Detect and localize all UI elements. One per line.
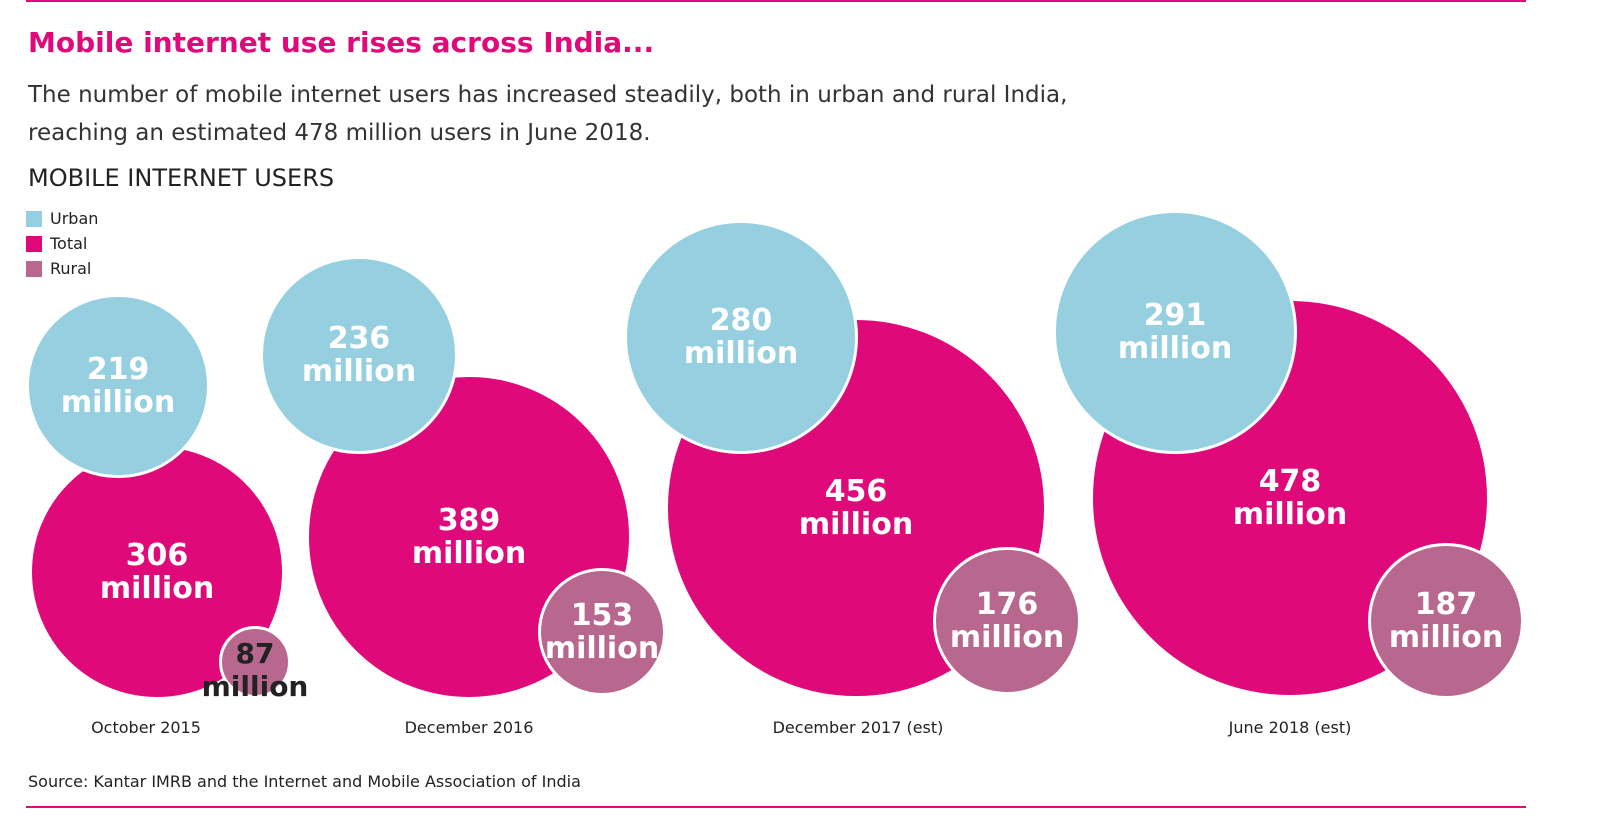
data-label: 176 million	[949, 587, 1065, 655]
legend-swatch	[26, 261, 42, 277]
legend-item: Total	[26, 234, 87, 254]
data-label: 478 million	[1232, 464, 1348, 532]
data-label: 291 million	[1117, 298, 1233, 366]
bubble	[1367, 542, 1525, 700]
bubble	[623, 219, 859, 455]
data-label: 187 million	[1388, 587, 1504, 655]
x-category-label: December 2017 (est)	[772, 718, 944, 737]
chart-heading: MOBILE INTERNET USERS	[28, 164, 335, 192]
data-label: 389 million	[411, 503, 527, 571]
bottom-rule	[26, 806, 1526, 808]
bubble	[538, 568, 666, 696]
x-category-label: June 2018 (est)	[1228, 718, 1352, 737]
data-label: 456 million	[798, 474, 914, 542]
source-note: Source: Kantar IMRB and the Internet and…	[28, 772, 581, 791]
bubble	[260, 256, 458, 454]
bubble	[218, 625, 292, 699]
legend-item: Urban	[26, 209, 98, 229]
data-label: 306 million	[99, 538, 215, 606]
bubble	[26, 294, 210, 478]
top-rule	[26, 0, 1526, 2]
legend-swatch	[26, 211, 42, 227]
chart-title: Mobile internet use rises across India..…	[28, 26, 655, 59]
bubble	[1053, 210, 1297, 454]
data-label: 280 million	[683, 303, 799, 371]
data-label: 219 million	[60, 352, 176, 420]
data-label: 87 million	[201, 637, 309, 703]
data-label: 236 million	[301, 321, 417, 389]
legend-item: Rural	[26, 259, 91, 279]
x-category-label: October 2015	[91, 718, 201, 737]
chart-subtitle: The number of mobile internet users has …	[28, 82, 1068, 146]
data-label: 153 million	[544, 598, 660, 666]
bubble	[933, 547, 1081, 695]
legend-swatch	[26, 236, 42, 252]
x-category-label: December 2016	[404, 718, 534, 737]
